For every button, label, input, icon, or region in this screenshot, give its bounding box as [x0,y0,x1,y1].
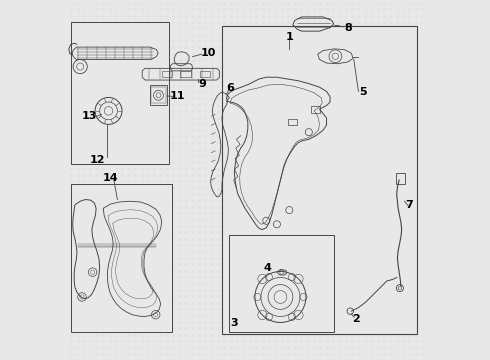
Bar [151,87,166,103]
Text: 10: 10 [201,48,217,58]
Text: 2: 2 [352,314,360,324]
Text: 11: 11 [170,91,185,102]
Bar [288,119,297,125]
Text: 1: 1 [286,32,293,42]
Text: 13: 13 [81,111,97,121]
Bar [199,71,210,77]
Text: 6: 6 [226,83,234,93]
Bar [395,173,405,184]
Bar [311,106,320,113]
Text: 4: 4 [263,262,271,273]
Text: 14: 14 [102,172,118,183]
Bar [162,71,172,77]
Text: 3: 3 [231,318,238,328]
Bar [72,22,169,164]
Bar [150,85,167,105]
Text: 9: 9 [198,79,206,89]
Bar [72,184,172,332]
Text: 12: 12 [90,155,106,165]
Text: 7: 7 [405,200,413,210]
Bar [222,26,417,334]
Text: 5: 5 [359,87,367,97]
Bar [229,235,334,332]
Bar [180,71,191,77]
Text: 8: 8 [344,23,352,33]
